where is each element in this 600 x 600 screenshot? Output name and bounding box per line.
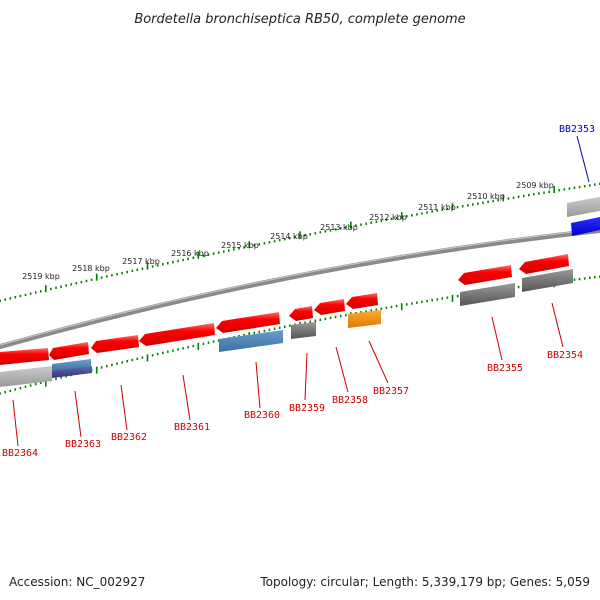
leader-line	[74, 390, 82, 438]
gene-label[interactable]: BB2359	[289, 403, 325, 414]
leader-lines	[12, 135, 590, 447]
accession-text: Accession: NC_002927	[9, 575, 145, 589]
feature-box-gray	[522, 269, 573, 292]
feature-box-gray	[460, 283, 515, 306]
topology-summary: Topology: circular; Length: 5,339,179 bp…	[259, 575, 590, 589]
leader-line	[255, 361, 261, 409]
gene-arrow-bb2357[interactable]	[346, 293, 378, 309]
gene-arrow-bb2359[interactable]	[289, 306, 313, 321]
leader-line	[576, 135, 590, 183]
gene-arrow-bb2360[interactable]	[216, 312, 280, 333]
gene-arrow-bb2355[interactable]	[458, 265, 512, 285]
gene-arrow-bb2364[interactable]	[0, 348, 49, 365]
gene-arrow-bb2353[interactable]	[571, 216, 600, 236]
ruler-label: 2511 kbp	[418, 203, 456, 212]
feature-box-lightgray	[0, 366, 52, 387]
gene-arrow-bb2363[interactable]	[49, 342, 89, 360]
gene-label[interactable]: BB2354	[547, 350, 583, 361]
feature-box-gray	[291, 322, 316, 339]
leader-line	[304, 352, 308, 401]
feature-box-steelblue	[219, 330, 283, 352]
leader-line	[12, 399, 19, 447]
genome-backbone-highlight	[0, 228, 600, 346]
ruler-label: 2518 kbp	[72, 264, 110, 273]
gene-arrow-bb2354[interactable]	[519, 254, 569, 274]
leader-line	[491, 316, 503, 361]
feature-box-steelblue-small	[52, 359, 91, 372]
ruler-labels: 2519 kbp 2518 kbp 2517 kbp 2516 kbp 2515…	[22, 181, 554, 281]
ruler-label: 2512 kbp	[369, 213, 407, 222]
feature-box-purple	[52, 366, 92, 378]
gene-label[interactable]: BB2358	[332, 395, 368, 406]
ruler-label: 2514 kbp	[270, 232, 308, 241]
gene-label[interactable]: BB2355	[487, 363, 523, 374]
leader-line	[335, 346, 349, 393]
leader-line	[182, 374, 191, 421]
ruler-label: 2516 kbp	[171, 249, 209, 258]
gene-label[interactable]: BB2360	[244, 410, 280, 421]
gene-label[interactable]: BB2361	[174, 422, 210, 433]
ruler-label: 2517 kbp	[122, 257, 160, 266]
leader-line	[368, 340, 389, 384]
gene-label[interactable]: BB2362	[111, 432, 147, 443]
map-title: Bordetella bronchiseptica RB50, complete…	[134, 12, 465, 27]
feature-box-lightgray	[567, 196, 600, 217]
ruler-label: 2515 kbp	[221, 241, 259, 250]
genome-backbone	[0, 228, 600, 350]
ruler-label: 2510 kbp	[467, 192, 505, 201]
gene-label[interactable]: BB2363	[65, 439, 101, 450]
gene-arrow-bb2358[interactable]	[314, 299, 345, 315]
ruler-label: 2509 kbp	[516, 181, 554, 190]
feature-box-orange	[348, 310, 381, 328]
leader-line	[551, 302, 564, 348]
gene-label[interactable]: BB2364	[2, 448, 38, 459]
feature-boxes	[0, 196, 600, 387]
gene-label[interactable]: BB2357	[373, 386, 409, 397]
gene-arrow-bb2362[interactable]	[91, 335, 139, 353]
ruler-label: 2519 kbp	[22, 272, 60, 281]
gene-arrow-bb2361[interactable]	[139, 323, 215, 346]
ruler-upper	[0, 182, 600, 302]
gene-label[interactable]: BB2353	[559, 124, 595, 135]
gene-arrows	[0, 216, 600, 365]
ruler-label: 2513 kbp	[320, 223, 358, 232]
gene-labels: BB2364 BB2363 BB2362 BB2361 BB2360 BB235…	[2, 124, 595, 459]
leader-line	[120, 384, 128, 431]
